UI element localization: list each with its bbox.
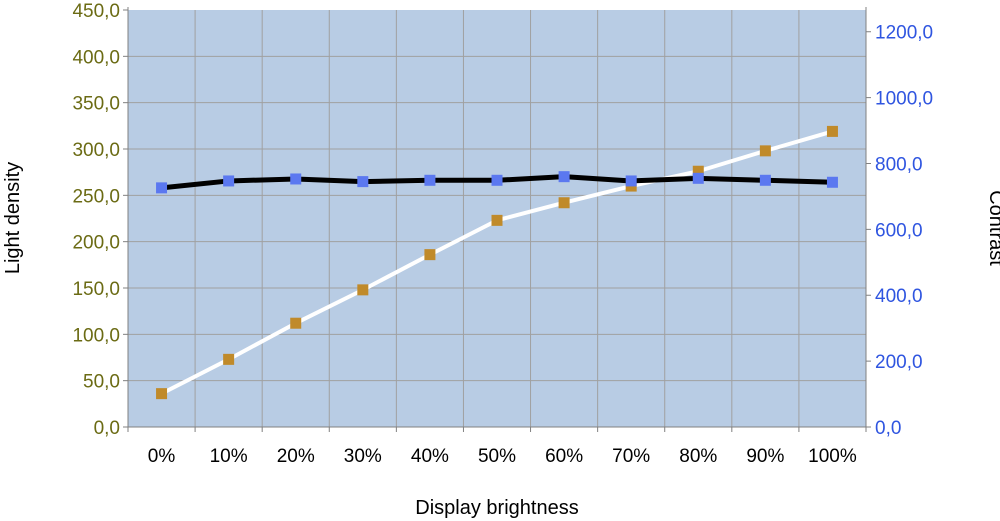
series-2-point bbox=[424, 174, 436, 186]
left-tick-label: 450,0 bbox=[72, 1, 120, 22]
series-2-point bbox=[290, 173, 302, 185]
series-2-point bbox=[357, 176, 369, 188]
series-2-point bbox=[692, 172, 704, 184]
x-tick-label: 10% bbox=[210, 446, 248, 467]
right-tick-label: 0,0 bbox=[875, 418, 901, 439]
right-tick-label: 1200,0 bbox=[875, 23, 933, 44]
x-tick-label: 100% bbox=[808, 446, 857, 467]
left-tick-label: 100,0 bbox=[72, 325, 120, 346]
series-1-point bbox=[759, 145, 771, 157]
x-tick-label: 20% bbox=[277, 446, 315, 467]
right-tick-label: 400,0 bbox=[875, 286, 923, 307]
left-tick-label: 50,0 bbox=[83, 372, 120, 393]
right-tick-label: 200,0 bbox=[875, 352, 923, 373]
right-axis-title: Contrast bbox=[985, 190, 1000, 266]
x-tick-label: 50% bbox=[478, 446, 516, 467]
tick-labels: 0,0 50,0 100,0 150,0 200,0 250,0 300,0 350,0 400… bbox=[72, 1, 933, 467]
x-tick-label: 90% bbox=[746, 446, 784, 467]
x-tick-label: 0% bbox=[148, 446, 176, 467]
series-1-point bbox=[290, 317, 302, 329]
left-tick-label: 150,0 bbox=[72, 279, 120, 300]
x-tick-label: 40% bbox=[411, 446, 449, 467]
right-tick-label: 800,0 bbox=[875, 154, 923, 175]
series-2-point bbox=[625, 175, 637, 187]
left-tick-label: 200,0 bbox=[72, 233, 120, 254]
right-tick-label: 600,0 bbox=[875, 220, 923, 241]
series-1-point bbox=[491, 214, 503, 226]
gridlines bbox=[128, 10, 866, 427]
left-tick-label: 0,0 bbox=[94, 418, 120, 439]
series-1-point bbox=[424, 249, 436, 261]
left-tick-label: 400,0 bbox=[72, 47, 120, 68]
series-2-point bbox=[558, 171, 570, 183]
x-tick-label: 70% bbox=[612, 446, 650, 467]
right-tick-label: 1000,0 bbox=[875, 89, 933, 110]
series-1-point bbox=[826, 125, 838, 137]
series-1-point bbox=[692, 165, 704, 177]
series-1-point bbox=[223, 353, 235, 365]
x-axis-title: Display brightness bbox=[415, 497, 578, 519]
series-1-point bbox=[357, 284, 369, 296]
series-2-point bbox=[491, 174, 503, 186]
series-1-point bbox=[558, 197, 570, 209]
series-2-point bbox=[759, 174, 771, 186]
series bbox=[156, 125, 838, 400]
x-tick-label: 30% bbox=[344, 446, 382, 467]
series-2-point bbox=[826, 176, 838, 188]
series-1-point bbox=[156, 388, 168, 400]
x-tick-label: 60% bbox=[545, 446, 583, 467]
left-axis-title: Light density bbox=[2, 162, 24, 274]
left-tick-label: 350,0 bbox=[72, 94, 120, 115]
left-tick-label: 300,0 bbox=[72, 140, 120, 161]
x-tick-label: 80% bbox=[679, 446, 717, 467]
left-tick-label: 250,0 bbox=[72, 186, 120, 207]
axes bbox=[123, 7, 871, 432]
series-2-point bbox=[156, 182, 168, 194]
series-2-point bbox=[223, 175, 235, 187]
